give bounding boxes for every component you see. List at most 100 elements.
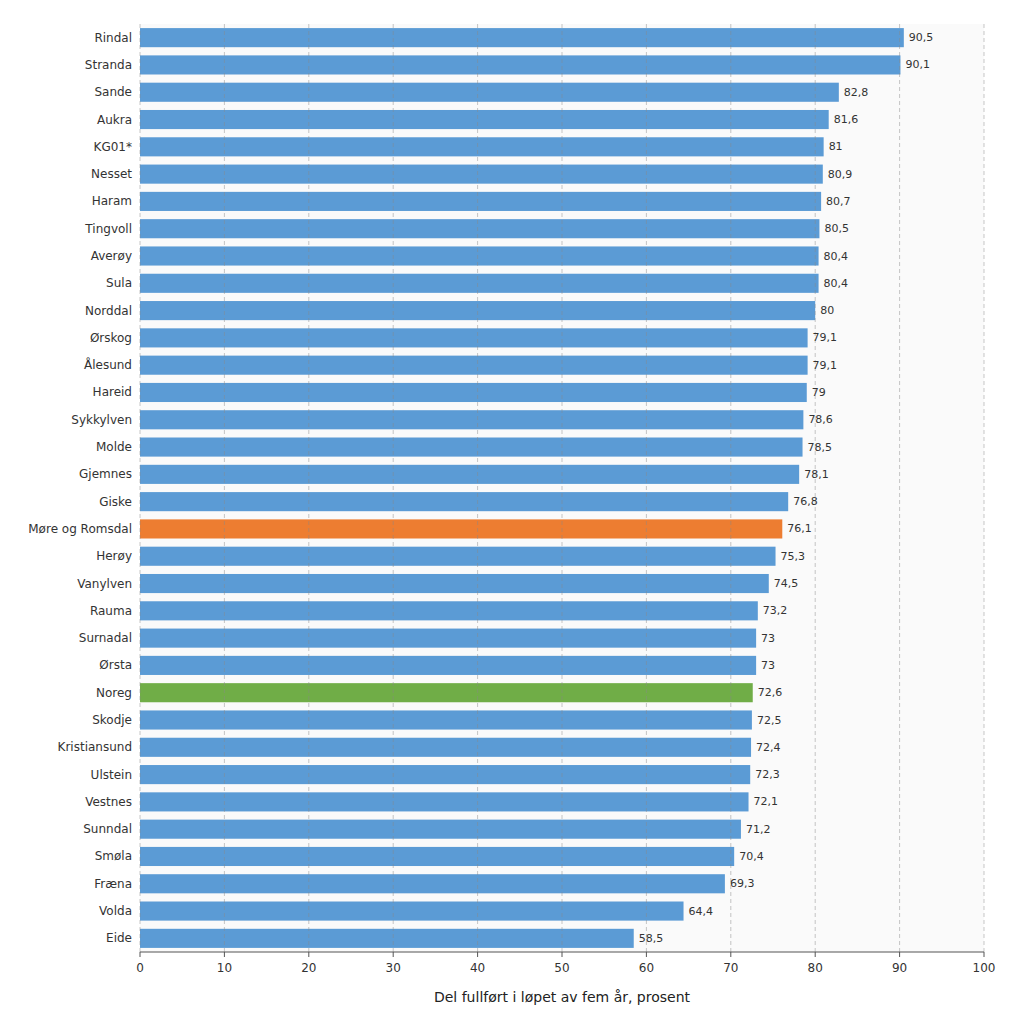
bar [140, 710, 752, 729]
tick-label: 40 [470, 961, 485, 975]
category-label: Sunndal [83, 822, 132, 836]
data-label: 78,6 [808, 413, 833, 426]
category-label: Rauma [90, 604, 132, 618]
data-label: 70,4 [739, 850, 764, 863]
data-label: 76,8 [793, 495, 818, 508]
category-label: Ålesund [84, 357, 132, 372]
tick-mark [562, 952, 563, 957]
bar [140, 820, 741, 839]
tick-label: 60 [639, 961, 654, 975]
tick-mark [308, 952, 309, 957]
data-label: 72,5 [757, 714, 782, 727]
category-label: Averøy [91, 249, 132, 263]
bars [140, 28, 904, 948]
category-label: Haram [92, 194, 132, 208]
bar [140, 874, 725, 893]
bar [140, 929, 634, 948]
bar [140, 55, 900, 74]
category-label: Gjemnes [79, 467, 132, 481]
bar [140, 410, 803, 429]
tick-mark [730, 952, 731, 957]
bar [140, 601, 758, 620]
data-label: 80,7 [826, 195, 851, 208]
x-axis-label: Del fullført i løpet av fem år, prosent [434, 989, 691, 1005]
grid-line [393, 24, 394, 952]
bar [140, 28, 904, 47]
data-labels: 90,590,182,881,68180,980,780,580,480,480… [639, 31, 934, 945]
data-label: 73 [761, 632, 775, 645]
grid-line [815, 24, 816, 952]
data-label: 71,2 [746, 823, 771, 836]
data-label: 81 [829, 140, 843, 153]
bar [140, 219, 819, 238]
category-label: Volda [99, 904, 132, 918]
bar [140, 574, 769, 593]
bar [140, 383, 807, 402]
bar [140, 165, 823, 184]
bar [140, 765, 750, 784]
category-label: Sykkylven [71, 413, 132, 427]
tick-label: 80 [808, 961, 823, 975]
data-label: 79,1 [813, 331, 838, 344]
category-label: Kristiansund [58, 740, 132, 754]
tick-label: 70 [723, 961, 738, 975]
category-label: Vanylven [77, 577, 132, 591]
plot-area [140, 24, 984, 952]
data-label: 79 [812, 386, 826, 399]
bar [140, 465, 799, 484]
bar [140, 629, 756, 648]
tick-label: 20 [301, 961, 316, 975]
category-label: Aukra [97, 113, 132, 127]
category-label: Eide [106, 931, 132, 945]
data-label: 74,5 [774, 577, 799, 590]
category-label: Hareid [93, 385, 132, 399]
tick-mark [393, 952, 394, 957]
bar [140, 902, 684, 921]
data-label: 90,1 [905, 58, 930, 71]
bar [140, 274, 819, 293]
bar [140, 328, 808, 347]
data-label: 58,5 [639, 932, 664, 945]
data-label: 72,6 [758, 686, 783, 699]
grid-line [224, 24, 225, 952]
bar [140, 137, 824, 156]
category-label: Ørsta [99, 658, 132, 672]
category-label: Stranda [85, 58, 132, 72]
data-label: 72,3 [755, 768, 780, 781]
category-label: Sande [94, 85, 132, 99]
data-label: 73,2 [763, 604, 788, 617]
category-label: KG01* [94, 140, 132, 154]
category-label: Møre og Romsdal [28, 522, 132, 536]
bar [140, 356, 808, 375]
data-label: 80,4 [824, 277, 849, 290]
axis-line [140, 952, 984, 953]
bar [140, 519, 782, 538]
tick-label: 30 [386, 961, 401, 975]
tick-label: 90 [892, 961, 907, 975]
grid-line [140, 24, 141, 952]
bar [140, 110, 829, 129]
category-label: Nesset [91, 167, 132, 181]
data-label: 73 [761, 659, 775, 672]
category-label: Vestnes [85, 795, 132, 809]
tick-mark [224, 952, 225, 957]
tick-label: 10 [217, 961, 232, 975]
bar [140, 847, 734, 866]
category-label: Sula [106, 276, 132, 290]
data-label: 80,5 [824, 222, 849, 235]
bar [140, 192, 821, 211]
bar [140, 492, 788, 511]
bar [140, 246, 819, 265]
bar [140, 547, 776, 566]
category-label: Rindal [94, 31, 132, 45]
data-label: 82,8 [844, 86, 869, 99]
category-label: Ulstein [91, 768, 132, 782]
category-label: Surnadal [79, 631, 132, 645]
data-label: 76,1 [787, 522, 812, 535]
category-label: Tingvoll [84, 222, 132, 236]
bar [140, 83, 839, 102]
chart: 0102030405060708090100Del fullført i løp… [0, 0, 1024, 1024]
bar [140, 301, 815, 320]
data-label: 81,6 [834, 113, 859, 126]
data-label: 80,4 [824, 250, 849, 263]
